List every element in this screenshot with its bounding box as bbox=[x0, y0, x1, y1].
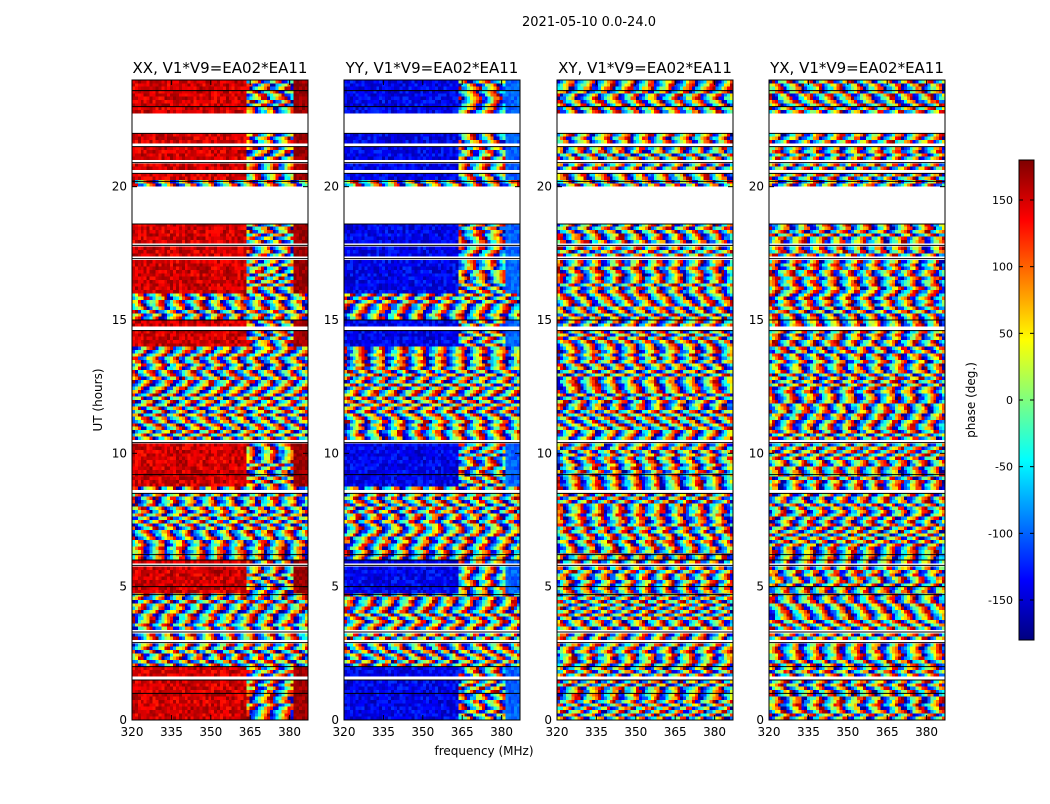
heatmap-image bbox=[557, 80, 733, 720]
panel-frame bbox=[131, 79, 309, 721]
panel-frame bbox=[556, 79, 734, 721]
x-tick-label: 320 bbox=[333, 725, 356, 739]
y-tick-label: 0 bbox=[331, 713, 339, 727]
x-tick-label: 380 bbox=[490, 725, 513, 739]
y-axis-label: UT (hours) bbox=[91, 368, 105, 431]
y-tick-label: 20 bbox=[112, 180, 127, 194]
y-tick-label: 10 bbox=[749, 446, 764, 460]
y-tick-label: 5 bbox=[331, 580, 339, 594]
x-tick-label: 335 bbox=[160, 725, 183, 739]
x-tick-label: 365 bbox=[239, 725, 262, 739]
heatmap-image bbox=[132, 80, 308, 720]
y-tick-label: 5 bbox=[544, 580, 552, 594]
panel-yy: YY, V1*V9=EA02*EA11 320 335 350 365 380 0 5 10 15… bbox=[324, 59, 521, 739]
y-tick-label: 0 bbox=[119, 713, 127, 727]
x-tick-label: 380 bbox=[703, 725, 726, 739]
heatmap-image bbox=[769, 80, 945, 720]
panel-title: YY, V1*V9=EA02*EA11 bbox=[345, 59, 519, 77]
colorbar-ticks: -150 -100 -50 0 50 100 150 bbox=[988, 194, 1034, 607]
panel-title: XX, V1*V9=EA02*EA11 bbox=[133, 59, 308, 77]
x-tick-label: 335 bbox=[372, 725, 395, 739]
y-tick-label: 15 bbox=[324, 313, 339, 327]
panel-frame bbox=[768, 79, 946, 721]
colorbar-tick-label: -100 bbox=[988, 527, 1013, 540]
y-tick-label: 20 bbox=[537, 180, 552, 194]
colorbar-tick-label: 50 bbox=[999, 327, 1013, 340]
x-tick-label: 320 bbox=[758, 725, 781, 739]
colorbar-tick-label: 0 bbox=[1006, 394, 1013, 407]
x-tick-label: 380 bbox=[278, 725, 301, 739]
x-tick-label: 350 bbox=[411, 725, 434, 739]
colorbar-tick-label: -50 bbox=[995, 461, 1013, 474]
panel-frame bbox=[343, 79, 521, 721]
colorbar: -150 -100 -50 0 50 100 150 phase (deg.) bbox=[964, 159, 1035, 641]
x-tick-label: 365 bbox=[664, 725, 687, 739]
panel-xy: XY, V1*V9=EA02*EA11 320 335 350 365 380 0 5 10 15… bbox=[537, 59, 734, 739]
x-tick-label: 380 bbox=[915, 725, 938, 739]
x-tick-label: 320 bbox=[546, 725, 569, 739]
y-tick-label: 10 bbox=[324, 446, 339, 460]
panel-xx: XX, V1*V9=EA02*EA11 320 335 350 365 380 0 5 10 15… bbox=[112, 59, 309, 739]
x-tick-label: 350 bbox=[199, 725, 222, 739]
x-tick-label: 350 bbox=[624, 725, 647, 739]
panel-title: XY, V1*V9=EA02*EA11 bbox=[558, 59, 732, 77]
y-tick-label: 0 bbox=[544, 713, 552, 727]
heatmap-image bbox=[344, 80, 520, 720]
x-tick-label: 335 bbox=[585, 725, 608, 739]
y-tick-label: 0 bbox=[756, 713, 764, 727]
y-tick-label: 15 bbox=[537, 313, 552, 327]
colorbar-label: phase (deg.) bbox=[964, 362, 978, 438]
colorbar-tick-label: 150 bbox=[992, 194, 1013, 207]
y-tick-label: 5 bbox=[756, 580, 764, 594]
x-tick-label: 320 bbox=[121, 725, 144, 739]
y-tick-label: 20 bbox=[749, 180, 764, 194]
x-tick-label: 365 bbox=[451, 725, 474, 739]
x-tick-label: 335 bbox=[797, 725, 820, 739]
colorbar-tick-label: -150 bbox=[988, 594, 1013, 607]
y-tick-label: 15 bbox=[112, 313, 127, 327]
colorbar-tick-label: 100 bbox=[992, 261, 1013, 274]
panel-yx: YX, V1*V9=EA02*EA11 320 335 350 365 380 0 5 10 15… bbox=[749, 59, 946, 739]
panel-title: YX, V1*V9=EA02*EA11 bbox=[769, 59, 944, 77]
x-axis-label: frequency (MHz) bbox=[434, 744, 533, 758]
x-tick-label: 350 bbox=[836, 725, 859, 739]
y-tick-label: 20 bbox=[324, 180, 339, 194]
y-tick-label: 10 bbox=[112, 446, 127, 460]
y-tick-label: 10 bbox=[537, 446, 552, 460]
y-tick-label: 5 bbox=[119, 580, 127, 594]
y-tick-label: 15 bbox=[749, 313, 764, 327]
figure-title: 2021-05-10 0.0-24.0 bbox=[522, 15, 656, 30]
panels: XX, V1*V9=EA02*EA11 320 335 350 365 380 0 5 10 15… bbox=[112, 59, 946, 739]
x-tick-label: 365 bbox=[876, 725, 899, 739]
